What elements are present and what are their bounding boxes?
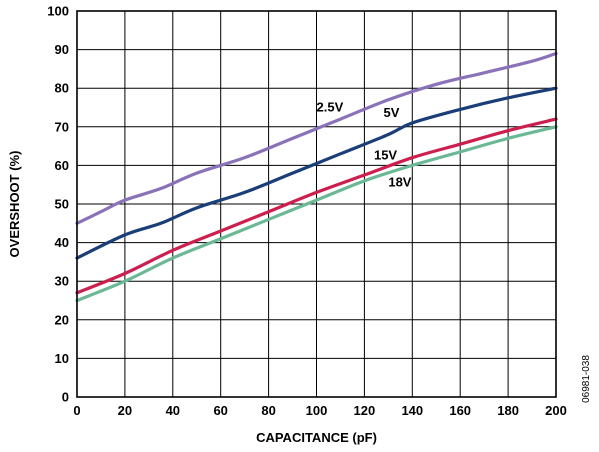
y-tick-label-0: 0: [62, 390, 69, 405]
y-tick-label-9: 90: [55, 42, 69, 57]
x-tick-label-9: 180: [497, 403, 519, 418]
series-label-5v: 5V: [384, 105, 400, 120]
x-tick-label-0: 0: [73, 403, 80, 418]
y-tick-label-3: 30: [55, 274, 69, 289]
x-tick-label-8: 160: [449, 403, 471, 418]
y-tick-label-1: 10: [55, 351, 69, 366]
series-line-15v: [75, 117, 558, 295]
x-tick-label-10: 200: [545, 403, 567, 418]
series-label-2-5v: 2.5V: [317, 99, 344, 114]
figure-id: 06981-038: [581, 355, 592, 403]
plot-border: [76, 10, 557, 398]
x-tick-label-7: 140: [401, 403, 423, 418]
y-tick-label-10: 100: [47, 4, 69, 19]
y-tick-label-7: 70: [55, 119, 69, 134]
grid: [77, 11, 556, 397]
y-tick-label-5: 50: [55, 197, 69, 212]
tick-labels: 0 20 40 60 80 100 120 140 160 180 200 0 10 20 30 40 50 60…: [47, 4, 567, 419]
x-tick-label-5: 100: [306, 403, 328, 418]
x-tick-label-2: 40: [166, 403, 180, 418]
y-tick-label-4: 40: [55, 235, 69, 250]
y-tick-label-2: 20: [55, 312, 69, 327]
x-tick-label-6: 120: [354, 403, 376, 418]
y-tick-label-6: 60: [55, 158, 69, 173]
y-axis-title: OVERSHOOT (%): [7, 151, 22, 258]
series-label-18v: 18V: [388, 175, 411, 190]
plot-frame: [76, 10, 557, 398]
series-labels: 2.5V 5V 15V 18V: [317, 99, 412, 189]
series-line-2-5v: [75, 51, 558, 225]
series-label-15v: 15V: [374, 148, 397, 163]
series-line-5v: [75, 86, 558, 260]
series-line-18v: [75, 125, 558, 303]
x-axis-title: CAPACITANCE (pF): [256, 430, 377, 445]
x-tick-label-3: 60: [213, 403, 227, 418]
x-tick-label-4: 80: [261, 403, 275, 418]
y-tick-label-8: 80: [55, 81, 69, 96]
x-tick-label-1: 20: [118, 403, 132, 418]
series-lines: [75, 51, 558, 303]
